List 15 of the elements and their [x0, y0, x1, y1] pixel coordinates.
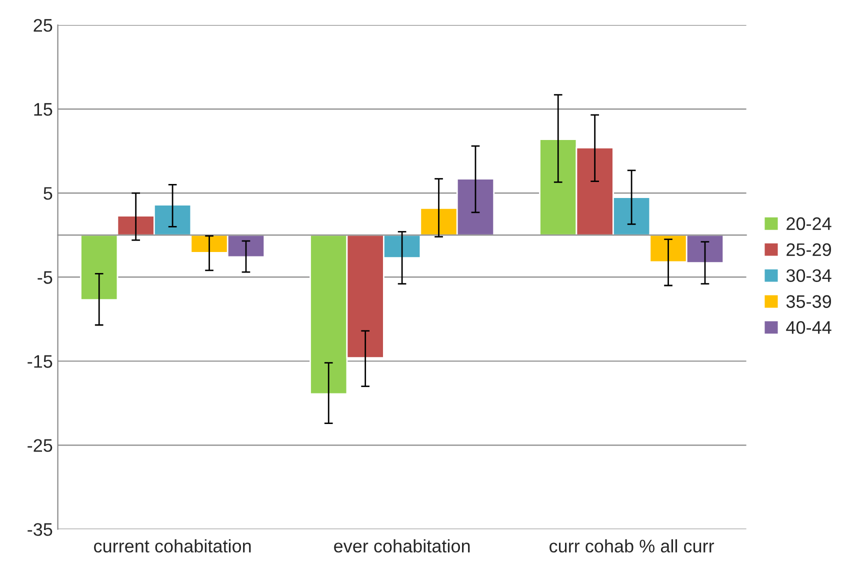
y-tick-label: -25: [28, 439, 52, 452]
y-tick-label: -5: [38, 271, 52, 284]
y-tick-label: -35: [28, 523, 52, 536]
x-tick-label: current cohabitation: [94, 539, 251, 553]
y-tick-label: 15: [34, 103, 52, 116]
x-tick-label: curr cohab % all curr: [550, 539, 714, 553]
legend-label: 25-29: [786, 243, 832, 256]
legend-label: 40-44: [786, 321, 832, 334]
y-tick-label: 25: [34, 18, 52, 32]
y-tick-label: -15: [28, 355, 52, 368]
legend-label: 20-24: [786, 217, 832, 230]
legend-label: 35-39: [786, 295, 832, 308]
y-tick-label: 5: [44, 187, 52, 200]
x-tick-label: ever cohabitation: [334, 539, 470, 553]
legend-label: 30-34: [786, 269, 832, 282]
